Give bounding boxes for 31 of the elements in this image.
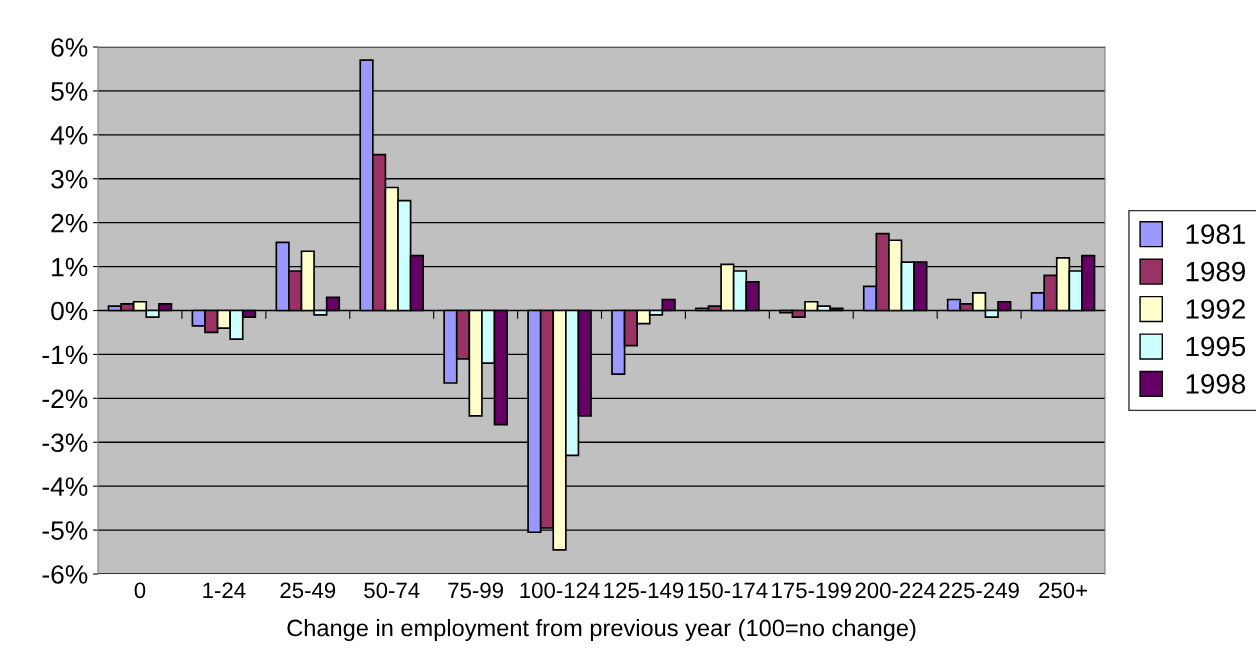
y-tick-label: 3% bbox=[51, 169, 88, 189]
y-tick-label: 4% bbox=[50, 126, 88, 145]
x-tick-label: 125-149 bbox=[604, 582, 684, 599]
x-tick-label: 250+ bbox=[1039, 582, 1087, 599]
x-tick-label: 0 bbox=[134, 582, 146, 599]
y-tick-label: 1% bbox=[52, 257, 88, 277]
y-tick-label: -2% bbox=[42, 389, 88, 409]
y-tick-label: 6% bbox=[51, 38, 88, 57]
x-tick-label: 1-24 bbox=[203, 582, 246, 599]
y-tick-label: -6% bbox=[42, 565, 88, 584]
legend-label: 1992 bbox=[1186, 299, 1245, 319]
y-tick-label: 5% bbox=[51, 82, 88, 101]
y-tick-label: -5% bbox=[42, 521, 88, 540]
x-tick-label: 25-49 bbox=[280, 582, 336, 599]
y-tick-label: -3% bbox=[42, 433, 88, 453]
legend-label: 1981 bbox=[1186, 224, 1245, 244]
x-tick-label: 75-99 bbox=[448, 582, 503, 599]
y-tick-label: 0% bbox=[51, 301, 88, 321]
x-tick-label: 50-74 bbox=[364, 582, 420, 599]
x-axis-title: Change in employment from previous year (100=no change) bbox=[287, 618, 916, 642]
y-tick-label: 2% bbox=[51, 213, 88, 233]
x-tick-label: 200-224 bbox=[855, 582, 936, 599]
x-tick-label: 150-174 bbox=[688, 582, 768, 599]
y-tick-label: -4% bbox=[42, 477, 88, 496]
legend-label: 1989 bbox=[1186, 261, 1245, 282]
y-tick-label: -1% bbox=[42, 345, 88, 365]
x-tick-label: 225-249 bbox=[939, 582, 1019, 599]
legend-label: 1998 bbox=[1186, 374, 1246, 394]
legend-label: 1995 bbox=[1186, 336, 1246, 357]
x-tick-label: 100-124 bbox=[520, 582, 600, 599]
x-tick-label: 175-199 bbox=[772, 582, 852, 599]
